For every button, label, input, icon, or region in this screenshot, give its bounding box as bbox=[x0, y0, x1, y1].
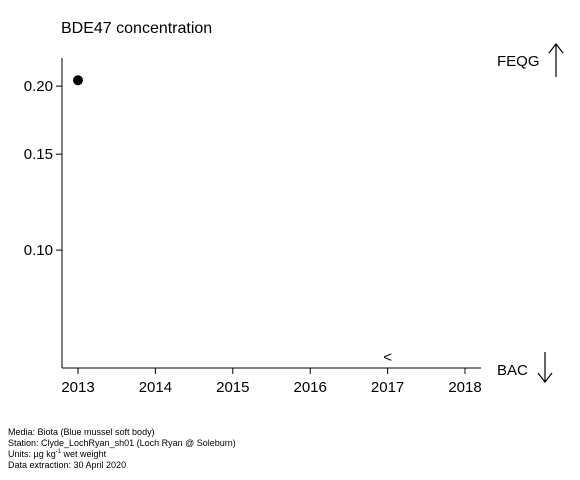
y-ticks: 0.10 0.15 0.20 bbox=[24, 78, 62, 259]
annotations: < bbox=[383, 349, 392, 366]
less-than-marker: < bbox=[383, 349, 392, 366]
data-point bbox=[73, 75, 83, 86]
chart-title: BDE47 concentration bbox=[61, 20, 212, 37]
y-tick-label: 0.15 bbox=[24, 146, 53, 163]
footer-media: Media: Biota (Blue mussel soft body) bbox=[8, 427, 155, 437]
arrow-down-icon bbox=[537, 352, 553, 383]
x-tick-label: 2014 bbox=[139, 379, 172, 396]
data-points bbox=[73, 75, 83, 86]
footer-extraction: Data extraction: 30 April 2020 bbox=[8, 460, 127, 470]
feqg-reference: FEQG bbox=[497, 43, 564, 77]
arrow-up-icon bbox=[548, 43, 564, 77]
feqg-label: FEQG bbox=[497, 53, 540, 70]
units-exponent: -1 bbox=[55, 449, 62, 455]
footer-info: Media: Biota (Blue mussel soft body) Sta… bbox=[8, 427, 236, 471]
bac-label: BAC bbox=[497, 362, 528, 379]
units-suffix: wet weight bbox=[61, 449, 107, 459]
y-tick-label: 0.10 bbox=[24, 242, 53, 259]
x-tick-label: 2013 bbox=[61, 379, 94, 396]
x-tick-label: 2017 bbox=[371, 379, 404, 396]
bac-reference: BAC bbox=[497, 352, 553, 383]
footer-units: Units: µg kg-1 wet weight bbox=[8, 449, 236, 460]
x-ticks: 2013 2014 2015 2016 2017 2018 bbox=[61, 368, 482, 396]
units-prefix: Units: µg kg bbox=[8, 449, 56, 459]
footer-station: Station: Clyde_LochRyan_sh01 (Loch Ryan … bbox=[8, 438, 236, 448]
x-tick-label: 2015 bbox=[216, 379, 249, 396]
x-tick-label: 2016 bbox=[294, 379, 327, 396]
y-tick-label: 0.20 bbox=[24, 78, 53, 95]
x-tick-label: 2018 bbox=[448, 379, 481, 396]
